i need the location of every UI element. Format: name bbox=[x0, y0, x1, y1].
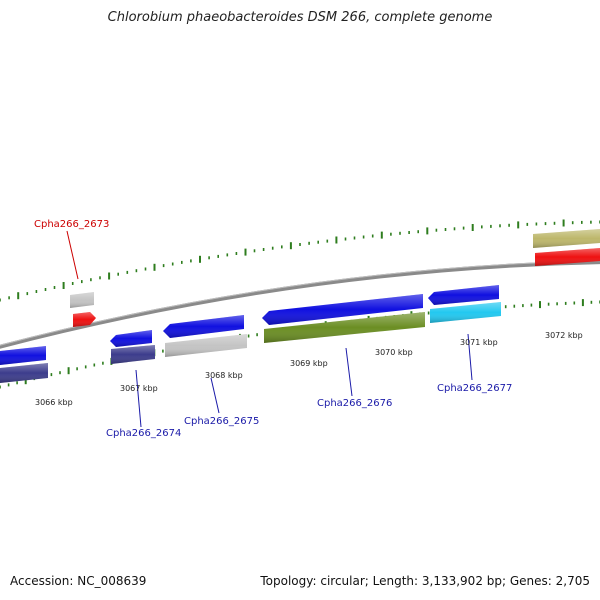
gene-feature-blue-2674-above[interactable] bbox=[110, 330, 152, 347]
accession-text: Accession: NC_008639 bbox=[10, 574, 147, 588]
leader-line-2677 bbox=[467, 333, 473, 381]
gene-feature-gray-small[interactable] bbox=[70, 292, 94, 308]
gene-feature-cpha266-2674[interactable] bbox=[111, 345, 155, 364]
gene-feature-blue-2676-above[interactable] bbox=[262, 294, 423, 325]
topology-text: Topology: circular; Length: 3,133,902 bp… bbox=[260, 574, 590, 588]
gene-feature-blue-2675-above[interactable] bbox=[163, 315, 244, 338]
genome-backbone bbox=[0, 260, 600, 349]
leader-line-2675 bbox=[210, 377, 220, 414]
scale-label: 3068 kbp bbox=[205, 371, 243, 380]
gene-feature-cpha266-2673[interactable] bbox=[73, 312, 96, 327]
gene-feature-top-red[interactable] bbox=[535, 248, 600, 266]
leader-line-2676 bbox=[345, 347, 353, 397]
scale-label: 3069 kbp bbox=[290, 359, 328, 368]
gene-label-cpha266-2677[interactable]: Cpha266_2677 bbox=[437, 383, 512, 394]
scale-label: 3070 kbp bbox=[375, 348, 413, 357]
gene-feature-cpha266-2675[interactable] bbox=[165, 334, 247, 357]
gene-feature-blue-left-edge[interactable] bbox=[0, 346, 46, 365]
gene-feature-cpha266-2676[interactable] bbox=[264, 312, 425, 343]
gene-feature-navy-left-edge[interactable] bbox=[0, 363, 48, 383]
map-title: Chlorobium phaeobacteroides DSM 266, com… bbox=[107, 10, 493, 25]
scale-label: 3072 kbp bbox=[545, 331, 583, 340]
gene-feature-top-khaki[interactable] bbox=[533, 229, 600, 248]
gene-feature-cpha266-2677[interactable] bbox=[430, 302, 501, 323]
outer-ruler bbox=[0, 219, 600, 302]
gene-label-cpha266-2676[interactable]: Cpha266_2676 bbox=[317, 398, 392, 409]
gene-feature-blue-2677-above[interactable] bbox=[428, 285, 499, 305]
scale-label: 3067 kbp bbox=[120, 384, 158, 393]
leader-line-2674 bbox=[135, 369, 142, 428]
scale-label: 3071 kbp bbox=[460, 338, 498, 347]
gene-label-cpha266-2675[interactable]: Cpha266_2675 bbox=[184, 416, 259, 427]
scale-label: 3066 kbp bbox=[35, 398, 73, 407]
leader-line-2673 bbox=[66, 230, 79, 280]
gene-label-cpha266-2673[interactable]: Cpha266_2673 bbox=[34, 219, 109, 230]
gene-label-cpha266-2674[interactable]: Cpha266_2674 bbox=[106, 428, 181, 439]
